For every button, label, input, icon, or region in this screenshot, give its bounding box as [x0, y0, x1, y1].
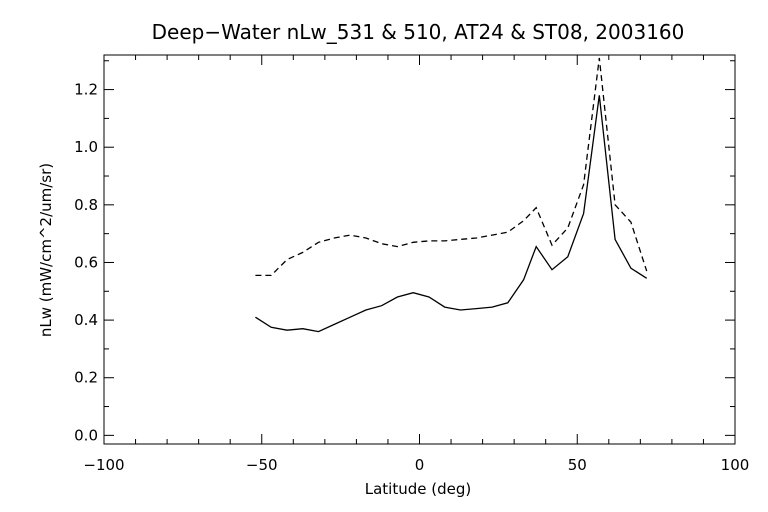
chart-title: Deep−Water nLw_531 & 510, AT24 & ST08, 2… — [152, 20, 685, 44]
x-tick-label: 0 — [415, 456, 425, 474]
x-axis: −100 −50 0 50 100 — [83, 55, 749, 474]
y-tick-label: 0.0 — [74, 426, 98, 444]
x-tick-label: −50 — [246, 456, 278, 474]
y-tick-label: 0.4 — [74, 311, 98, 329]
y-axis: 0.0 0.2 0.4 0.6 0.8 1.0 1.2 — [74, 60, 735, 444]
solid-series-line — [255, 95, 648, 333]
y-tick-label: 1.2 — [74, 81, 98, 99]
y-axis-label: nLw (mW/cm^2/um/sr) — [37, 163, 55, 337]
x-tick-label: −100 — [83, 456, 124, 474]
x-tick-label: 50 — [568, 456, 587, 474]
y-tick-label: 1.0 — [74, 138, 98, 156]
y-tick-label: 0.6 — [74, 253, 98, 271]
dashed-series-line — [255, 57, 648, 277]
series-layer — [255, 57, 648, 333]
y-tick-label: 0.2 — [74, 369, 98, 387]
x-tick-label: 100 — [721, 456, 750, 474]
x-axis-label: Latitude (deg) — [365, 480, 471, 498]
y-tick-label: 0.8 — [74, 196, 98, 214]
